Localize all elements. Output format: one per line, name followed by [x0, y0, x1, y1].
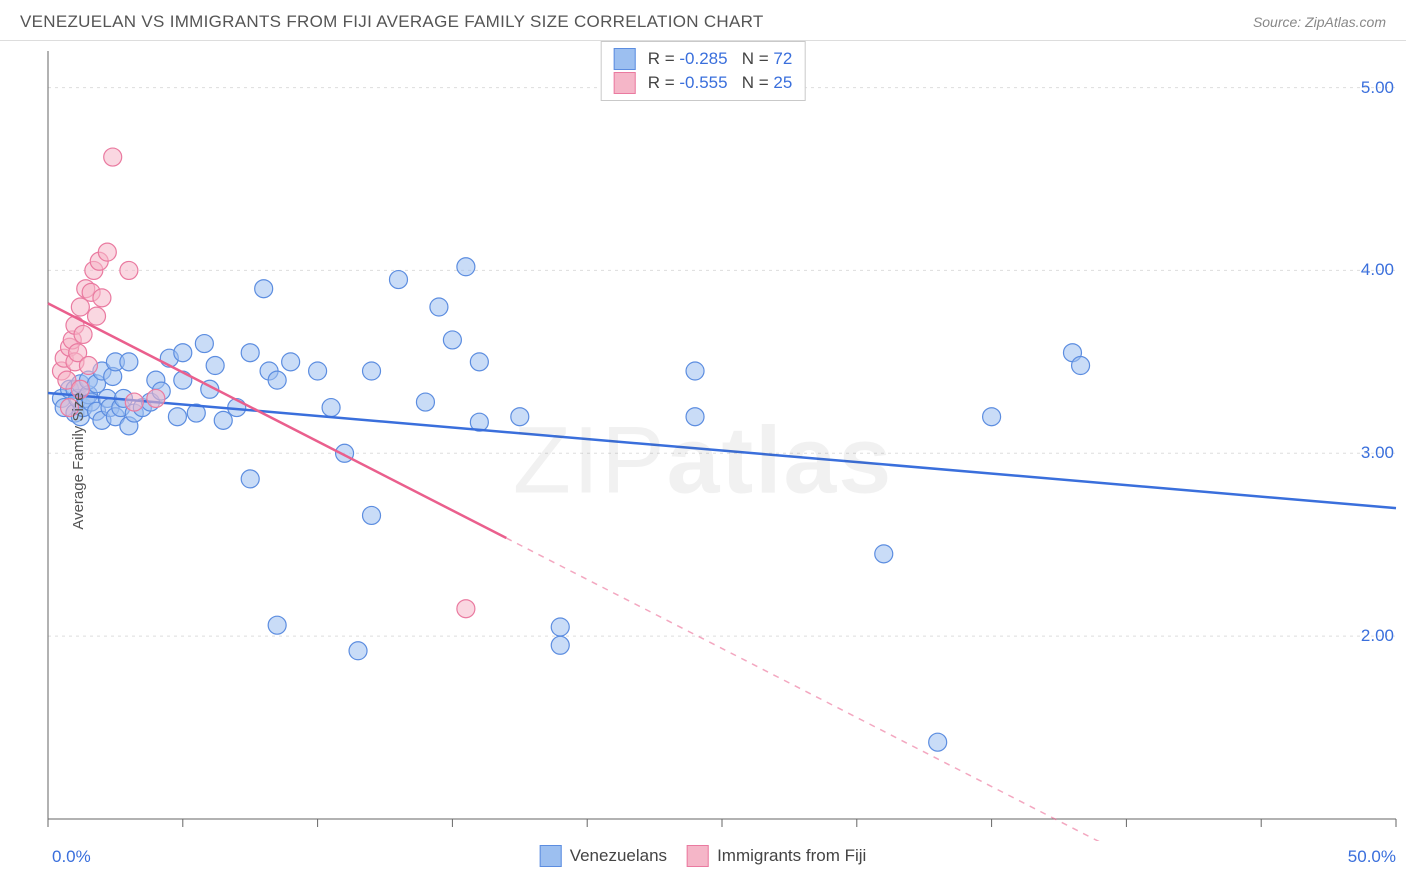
data-point — [79, 357, 97, 375]
data-point — [268, 371, 286, 389]
data-point — [147, 389, 165, 407]
data-point — [443, 331, 461, 349]
data-point — [686, 362, 704, 380]
data-point — [875, 545, 893, 563]
data-point — [168, 408, 186, 426]
data-point — [214, 411, 232, 429]
series-legend-label: Immigrants from Fiji — [717, 846, 866, 866]
legend-swatch — [687, 845, 709, 867]
legend-swatch — [540, 845, 562, 867]
series-legend-item: Venezuelans — [540, 845, 667, 867]
regression-line — [48, 393, 1396, 508]
data-point — [511, 408, 529, 426]
data-point — [430, 298, 448, 316]
data-point — [349, 642, 367, 660]
y-tick-label: 2.00 — [1361, 626, 1394, 646]
data-point — [206, 357, 224, 375]
y-axis-label: Average Family Size — [70, 392, 87, 529]
scatter-plot-svg — [0, 41, 1406, 841]
y-tick-label: 5.00 — [1361, 78, 1394, 98]
x-axis-max-label: 50.0% — [1348, 847, 1396, 867]
source-label: Source: ZipAtlas.com — [1253, 14, 1386, 30]
legend-row: R = -0.555 N = 25 — [614, 72, 793, 94]
data-point — [389, 271, 407, 289]
data-point — [174, 371, 192, 389]
data-point — [93, 289, 111, 307]
data-point — [322, 399, 340, 417]
series-legend: Venezuelans Immigrants from Fiji — [540, 845, 867, 867]
data-point — [983, 408, 1001, 426]
data-point — [104, 148, 122, 166]
legend-stats: R = -0.555 N = 25 — [648, 73, 793, 93]
data-point — [551, 618, 569, 636]
legend-swatch — [614, 72, 636, 94]
legend-row: R = -0.285 N = 72 — [614, 48, 793, 70]
data-point — [125, 393, 143, 411]
data-point — [174, 344, 192, 362]
chart-area: ZIPatlas Average Family Size R = -0.285 … — [0, 41, 1406, 881]
header-bar: VENEZUELAN VS IMMIGRANTS FROM FIJI AVERA… — [0, 0, 1406, 41]
data-point — [309, 362, 327, 380]
correlation-legend: R = -0.285 N = 72 R = -0.555 N = 25 — [601, 41, 806, 101]
legend-swatch — [614, 48, 636, 70]
data-point — [363, 362, 381, 380]
chart-title: VENEZUELAN VS IMMIGRANTS FROM FIJI AVERA… — [20, 12, 764, 32]
data-point — [282, 353, 300, 371]
data-point — [551, 636, 569, 654]
y-tick-label: 3.00 — [1361, 443, 1394, 463]
regression-line-extrapolated — [506, 538, 1126, 841]
data-point — [1072, 357, 1090, 375]
data-point — [120, 353, 138, 371]
data-point — [98, 243, 116, 261]
data-point — [416, 393, 434, 411]
data-point — [74, 325, 92, 343]
data-point — [470, 353, 488, 371]
data-point — [268, 616, 286, 634]
y-tick-label: 4.00 — [1361, 260, 1394, 280]
data-point — [88, 307, 106, 325]
data-point — [929, 733, 947, 751]
data-point — [457, 600, 475, 618]
data-point — [457, 258, 475, 276]
series-legend-item: Immigrants from Fiji — [687, 845, 866, 867]
data-point — [195, 335, 213, 353]
data-point — [686, 408, 704, 426]
series-legend-label: Venezuelans — [570, 846, 667, 866]
data-point — [255, 280, 273, 298]
data-point — [363, 506, 381, 524]
x-axis-min-label: 0.0% — [52, 847, 91, 867]
data-point — [120, 261, 138, 279]
data-point — [241, 470, 259, 488]
legend-stats: R = -0.285 N = 72 — [648, 49, 793, 69]
data-point — [241, 344, 259, 362]
